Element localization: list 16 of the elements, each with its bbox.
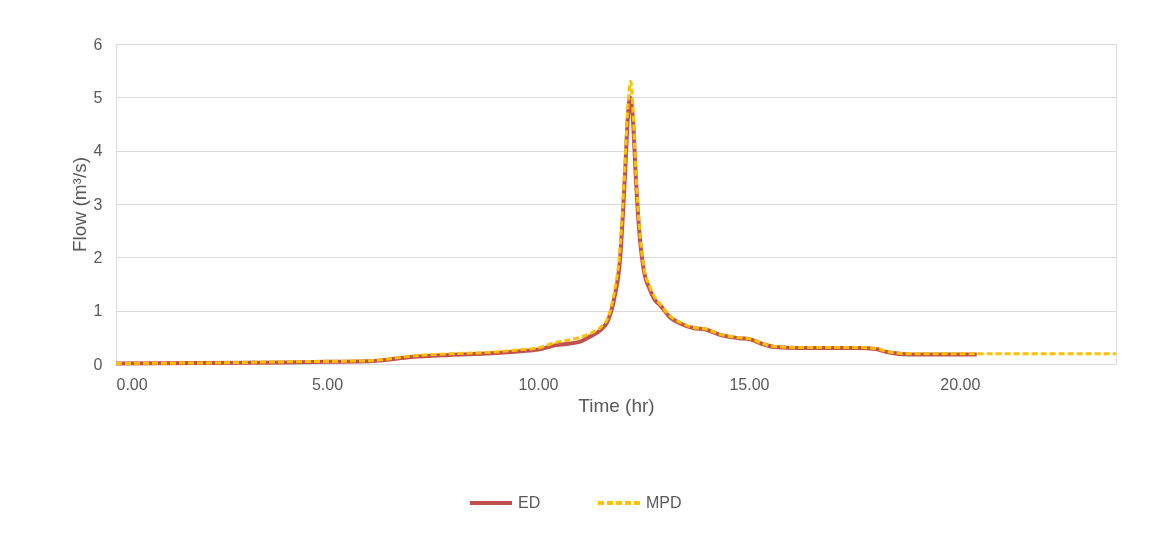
x-tick-label: 0.00: [116, 375, 148, 393]
legend-label: ED: [518, 494, 541, 511]
x-tick-label: 20.00: [940, 375, 981, 393]
legend-label: MPD: [646, 494, 682, 511]
y-tick-label: 1: [93, 302, 103, 320]
x-tick-label: 15.00: [729, 375, 770, 393]
x-tick-label: 10.00: [518, 375, 559, 393]
y-tick-label: 5: [93, 88, 103, 106]
y-tick-label: 4: [93, 142, 103, 160]
y-tick-label: 2: [93, 248, 103, 266]
y-axis-title: Flow (m³/s): [68, 157, 90, 252]
x-tick-label: 5.00: [311, 375, 344, 393]
y-tick-label: 0: [93, 355, 103, 373]
y-tick-label: 3: [93, 195, 103, 213]
y-tick-label: 6: [93, 35, 103, 53]
x-axis-title: Time (hr): [578, 394, 655, 416]
